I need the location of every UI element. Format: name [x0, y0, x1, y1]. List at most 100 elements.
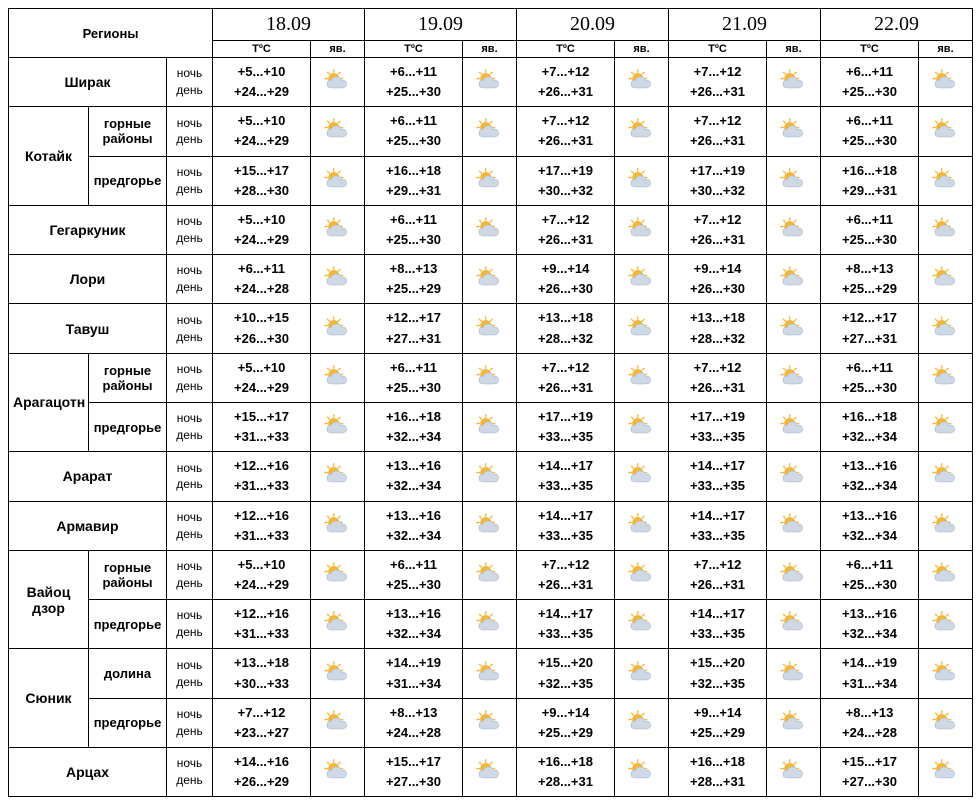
region-name: Сюник	[9, 649, 89, 748]
weather-icon-cell	[767, 353, 821, 402]
table-row: Лориночьдень+6...+11+24...+28 +8...+13+2…	[9, 255, 973, 304]
temperature-cell: +6...+11+25...+30	[821, 550, 919, 599]
temperature-cell: +7...+12+26...+31	[669, 550, 767, 599]
temperature-cell: +14...+17+33...+35	[517, 452, 615, 501]
phenomenon-subheader: яв.	[919, 41, 973, 58]
weather-icon-cell	[311, 501, 365, 550]
temp-subheader: ТºС	[517, 41, 615, 58]
phenomenon-subheader: яв.	[311, 41, 365, 58]
weather-icon-cell	[767, 452, 821, 501]
weather-icon-cell	[615, 501, 669, 550]
temperature-cell: +7...+12+26...+31	[517, 550, 615, 599]
phenomenon-subheader: яв.	[463, 41, 517, 58]
weather-icon-cell	[615, 747, 669, 796]
temperature-cell: +6...+11+25...+30	[365, 205, 463, 254]
weather-icon-cell	[463, 205, 517, 254]
temperature-cell: +7...+12+23...+27	[213, 698, 311, 747]
partly-cloudy-icon	[929, 69, 963, 95]
temperature-cell: +5...+10+24...+29	[213, 550, 311, 599]
region-subzone: предгорье	[89, 698, 167, 747]
partly-cloudy-icon	[777, 365, 811, 391]
temperature-cell: +7...+12+26...+31	[669, 107, 767, 156]
partly-cloudy-icon	[929, 266, 963, 292]
partly-cloudy-icon	[473, 118, 507, 144]
partly-cloudy-icon	[929, 661, 963, 687]
partly-cloudy-icon	[625, 759, 659, 785]
weather-icon-cell	[767, 747, 821, 796]
weather-icon-cell	[919, 156, 973, 205]
partly-cloudy-icon	[929, 759, 963, 785]
weather-icon-cell	[767, 600, 821, 649]
temperature-cell: +13...+16+32...+34	[821, 501, 919, 550]
weather-icon-cell	[463, 452, 517, 501]
temperature-cell: +13...+16+32...+34	[821, 600, 919, 649]
temperature-cell: +14...+19+31...+34	[821, 649, 919, 698]
weather-icon-cell	[767, 649, 821, 698]
temperature-cell: +13...+18+28...+32	[669, 304, 767, 353]
date-header-2: 20.09	[517, 9, 669, 41]
phenomenon-subheader: яв.	[615, 41, 669, 58]
temperature-cell: +16...+18+32...+34	[821, 402, 919, 451]
partly-cloudy-icon	[777, 562, 811, 588]
weather-icon-cell	[463, 58, 517, 107]
night-day-label: ночьдень	[167, 402, 213, 451]
region-subzone: предгорье	[89, 600, 167, 649]
partly-cloudy-icon	[929, 118, 963, 144]
temp-subheader: ТºС	[365, 41, 463, 58]
region-subzone: горные районы	[89, 353, 167, 402]
weather-icon-cell	[919, 304, 973, 353]
weather-icon-cell	[919, 747, 973, 796]
weather-icon-cell	[767, 107, 821, 156]
weather-icon-cell	[463, 402, 517, 451]
temperature-cell: +14...+17+33...+35	[517, 600, 615, 649]
partly-cloudy-icon	[473, 217, 507, 243]
temperature-cell: +7...+12+26...+31	[517, 353, 615, 402]
night-day-label: ночьдень	[167, 353, 213, 402]
partly-cloudy-icon	[473, 316, 507, 342]
partly-cloudy-icon	[473, 661, 507, 687]
temperature-cell: +6...+11+24...+28	[213, 255, 311, 304]
temperature-cell: +16...+18+28...+31	[517, 747, 615, 796]
table-row: предгорьеночьдень+15...+17+28...+30 +16.…	[9, 156, 973, 205]
temperature-cell: +14...+17+33...+35	[669, 501, 767, 550]
partly-cloudy-icon	[777, 414, 811, 440]
weather-icon-cell	[311, 58, 365, 107]
partly-cloudy-icon	[625, 168, 659, 194]
weather-icon-cell	[615, 205, 669, 254]
partly-cloudy-icon	[321, 365, 355, 391]
temperature-cell: +12...+16+31...+33	[213, 600, 311, 649]
partly-cloudy-icon	[473, 513, 507, 539]
temp-subheader: ТºС	[669, 41, 767, 58]
table-row: Арагацотнгорные районыночьдень+5...+10+2…	[9, 353, 973, 402]
temperature-cell: +14...+17+33...+35	[669, 600, 767, 649]
partly-cloudy-icon	[929, 365, 963, 391]
weather-icon-cell	[767, 205, 821, 254]
table-row: предгорьеночьдень+15...+17+31...+33 +16.…	[9, 402, 973, 451]
weather-icon-cell	[463, 304, 517, 353]
partly-cloudy-icon	[929, 217, 963, 243]
temperature-cell: +16...+18+28...+31	[669, 747, 767, 796]
region-name: Арагацотн	[9, 353, 89, 452]
weather-icon-cell	[311, 353, 365, 402]
weather-icon-cell	[919, 698, 973, 747]
temperature-cell: +6...+11+25...+30	[821, 107, 919, 156]
partly-cloudy-icon	[777, 710, 811, 736]
weather-icon-cell	[615, 304, 669, 353]
weather-icon-cell	[311, 649, 365, 698]
region-name: Арцах	[9, 747, 167, 796]
date-header-4: 22.09	[821, 9, 973, 41]
partly-cloudy-icon	[473, 759, 507, 785]
partly-cloudy-icon	[625, 365, 659, 391]
weather-icon-cell	[615, 353, 669, 402]
night-day-label: ночьдень	[167, 501, 213, 550]
temperature-cell: +5...+10+24...+29	[213, 353, 311, 402]
partly-cloudy-icon	[321, 118, 355, 144]
weather-icon-cell	[463, 550, 517, 599]
table-row: Арцахночьдень+14...+16+26...+29 +15...+1…	[9, 747, 973, 796]
weather-icon-cell	[463, 600, 517, 649]
temperature-cell: +16...+18+32...+34	[365, 402, 463, 451]
night-day-label: ночьдень	[167, 649, 213, 698]
temperature-cell: +8...+13+25...+29	[821, 255, 919, 304]
region-name: Котайк	[9, 107, 89, 206]
partly-cloudy-icon	[473, 710, 507, 736]
